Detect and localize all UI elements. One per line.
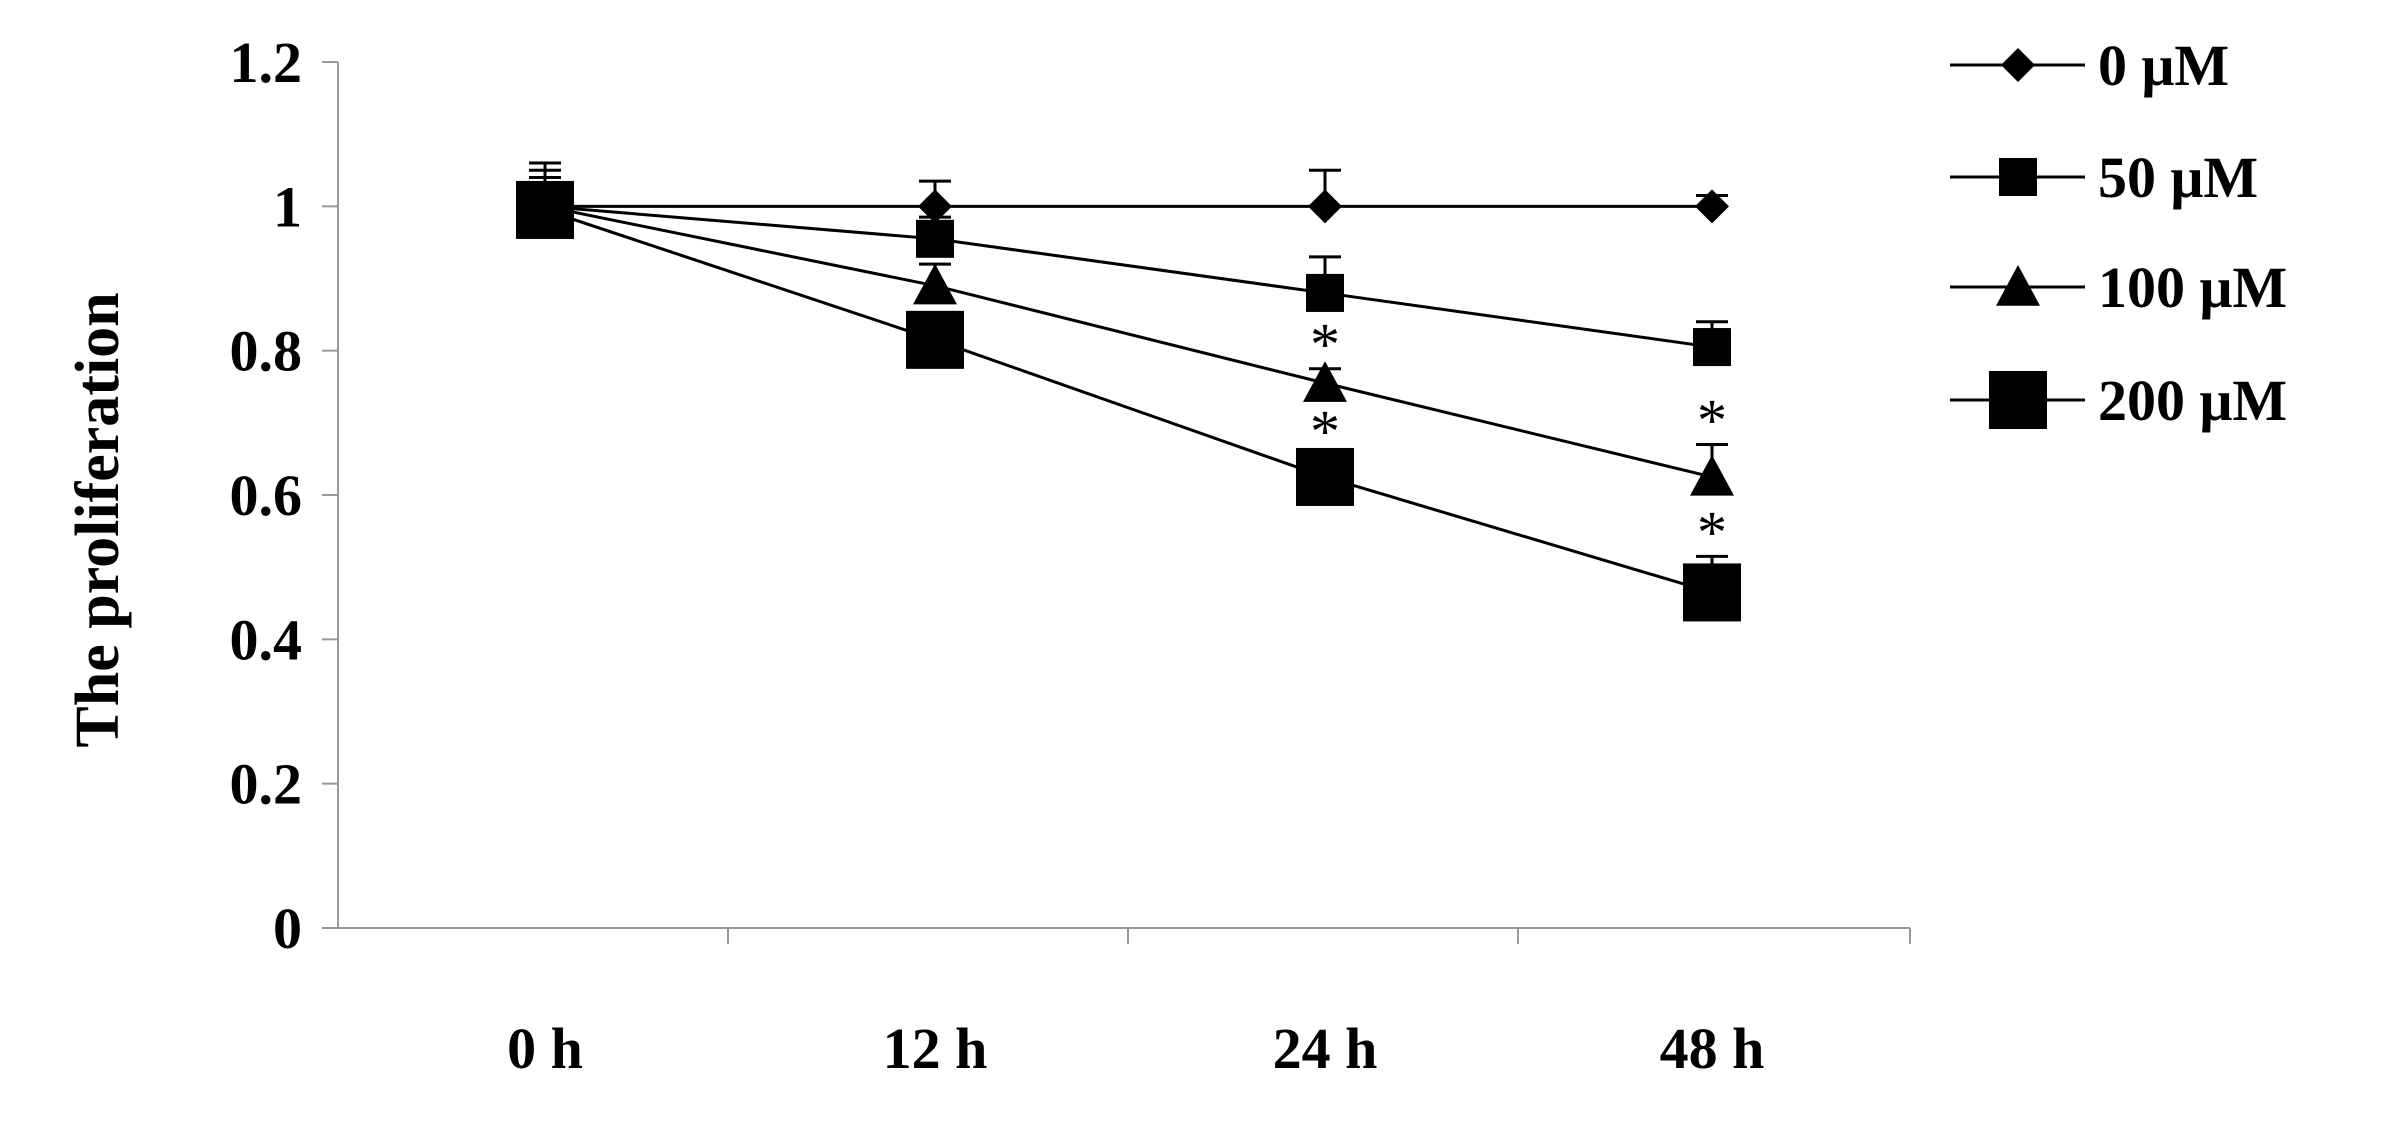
large-square-marker [516, 180, 574, 239]
large-square-marker [906, 310, 964, 369]
legend-label: 100 μM [2098, 255, 2287, 320]
significance-asterisk: * [1310, 398, 1340, 464]
square-marker [1306, 273, 1344, 312]
legend-item-3: 200 μM [1950, 368, 2287, 433]
legend-item-1: 50 μM [1950, 145, 2258, 210]
significance-asterisk: * [1697, 387, 1727, 453]
legend-item-2: 100 μM [1950, 255, 2287, 320]
series-line [544, 204, 1713, 349]
square-marker [1999, 158, 2037, 196]
y-tick-label: 0.8 [230, 319, 303, 384]
significance-asterisk: * [1697, 499, 1727, 565]
diamond-marker [1695, 189, 1729, 224]
large-square-marker [1989, 371, 2047, 429]
triangle-marker [1996, 265, 2040, 306]
y-axis-label: The proliferation [64, 292, 132, 747]
axes: 0 0.2 0.4 0.6 0.8 1 1.2 0 h 12 h 24 h 48 h [230, 30, 1911, 1081]
legend-label: 50 μM [2098, 145, 2258, 210]
x-tick-label: 24 h [1273, 1016, 1378, 1081]
diamond-marker [2001, 48, 2035, 82]
legend-item-0: 0 μM [1950, 33, 2229, 98]
series-2: ** [523, 175, 1734, 496]
large-square-marker [1683, 563, 1741, 622]
y-tick-label: 1.2 [230, 30, 303, 95]
y-tick-label: 1 [273, 174, 302, 239]
series-line [544, 208, 1713, 594]
diamond-marker [918, 189, 952, 224]
y-tick-label: 0 [273, 896, 302, 961]
diamond-marker [1308, 189, 1342, 224]
y-tick-label: 0.4 [230, 607, 303, 672]
y-tick-label: 0.2 [230, 752, 303, 817]
series-1 [526, 168, 1731, 367]
series-3: ** [516, 180, 1741, 622]
x-tick-label: 12 h [883, 1016, 988, 1081]
series-line [544, 204, 1713, 479]
legend: 0 μM 50 μM 100 μM 200 μM [1950, 33, 2287, 433]
triangle-marker [1303, 361, 1347, 402]
x-tick-label: 0 h [507, 1016, 583, 1081]
large-square-marker [1296, 447, 1354, 506]
y-tick-label: 0.6 [230, 463, 303, 528]
square-marker [1693, 328, 1731, 367]
square-marker [916, 219, 954, 258]
significance-asterisk: * [1310, 312, 1340, 378]
series-lines: **** [516, 161, 1741, 622]
x-tick-label: 48 h [1660, 1016, 1765, 1081]
triangle-marker [913, 263, 957, 305]
legend-label: 200 μM [2098, 368, 2287, 433]
legend-label: 0 μM [2098, 33, 2229, 98]
series-0 [528, 161, 1729, 224]
triangle-marker [1690, 454, 1734, 496]
